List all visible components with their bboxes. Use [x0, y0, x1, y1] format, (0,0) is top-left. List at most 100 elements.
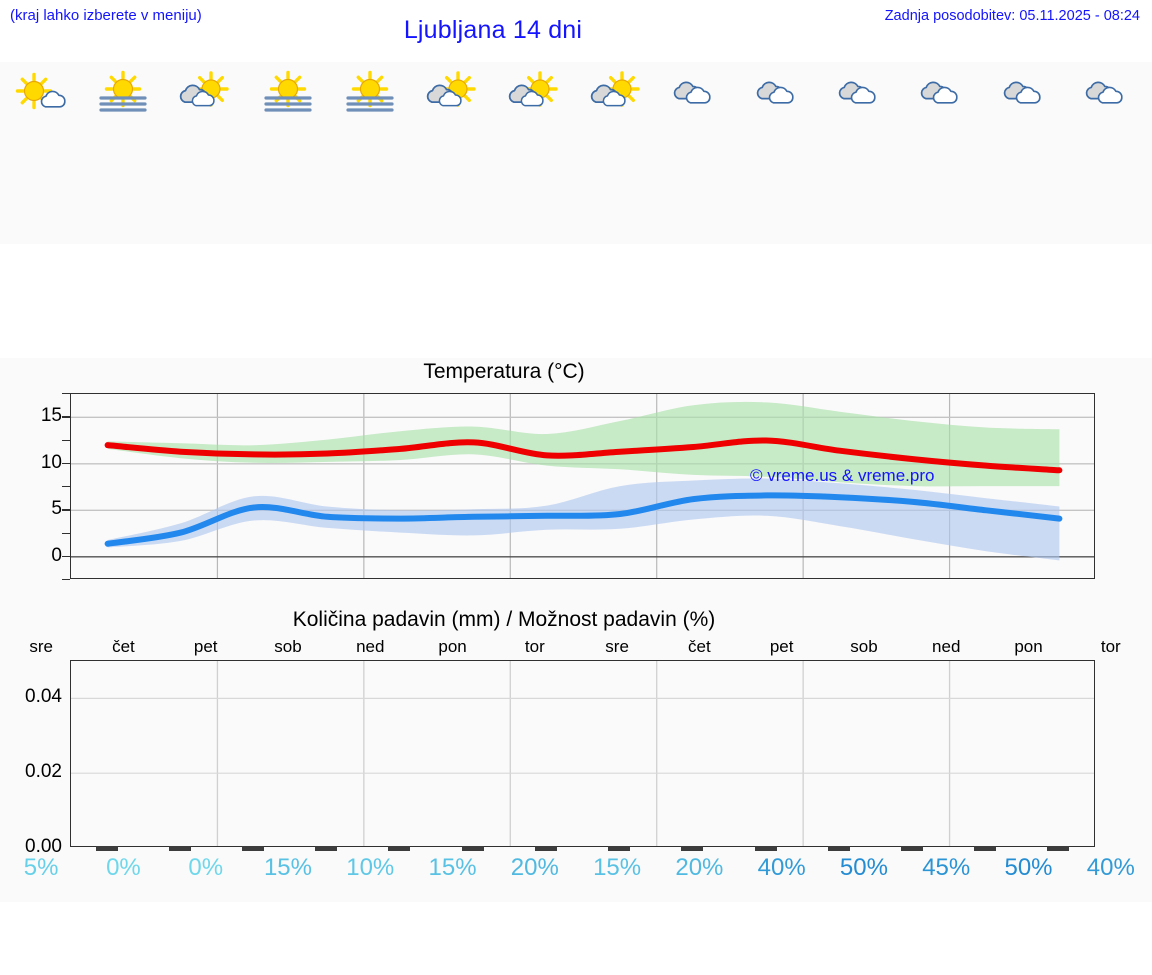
precipitation-day-label: sob: [274, 637, 302, 656]
forecast-day-column[interactable]: [82, 62, 164, 244]
precipitation-day-label: tor: [1100, 637, 1121, 656]
precipitation-axis-tick: [754, 846, 777, 851]
axis-tick-mark: [62, 462, 70, 465]
precipitation-day-label: pet: [193, 637, 218, 656]
sun-cloud-icon: [10, 70, 72, 120]
precipitation-probability: 45%: [922, 854, 971, 881]
sun-fog-icon: [339, 70, 401, 120]
temperature-y-tick-label: 0: [51, 544, 62, 566]
precipitation-probability: 50%: [1004, 854, 1053, 881]
precipitation-axis-tick: [388, 846, 411, 851]
precipitation-day-label: pet: [769, 637, 794, 656]
copyright-watermark: © vreme.us & vreme.pro: [750, 466, 935, 485]
precipitation-probability: 15%: [593, 854, 642, 881]
cloud-sun-icon: [175, 70, 237, 120]
precipitation-axis-tick: [242, 846, 265, 851]
axis-tick-mark: [62, 555, 70, 558]
precipitation-probability: 15%: [428, 854, 477, 881]
cloudy-icon: [751, 70, 813, 120]
forecast-day-column[interactable]: [0, 62, 82, 244]
precipitation-axis-tick: [608, 846, 631, 851]
precipitation-axis-tick: [534, 846, 557, 851]
precipitation-chart-title: Količina padavin (mm) / Možnost padavin …: [292, 608, 716, 631]
axis-tick-mark: [62, 532, 70, 534]
page-header: (kraj lahko izberete v meniju) Ljubljana…: [0, 0, 1152, 62]
precipitation-y-tick-label: 0.00: [25, 836, 62, 857]
precipitation-axis-tick: [461, 846, 484, 851]
temperature-y-tick-label: 15: [40, 405, 62, 427]
sun-fog-icon: [257, 70, 319, 120]
forecast-day-column[interactable]: [905, 62, 987, 244]
forecast-day-column[interactable]: [576, 62, 658, 244]
precipitation-probability: 40%: [757, 854, 806, 881]
precipitation-axis-tick: [681, 846, 704, 851]
axis-tick-mark: [62, 416, 70, 418]
precipitation-day-label: čet: [688, 637, 711, 656]
cloudy-icon: [668, 70, 730, 120]
precipitation-axis-tick: [827, 846, 850, 851]
precipitation-day-label: sre: [605, 637, 629, 656]
precipitation-day-label: sob: [850, 637, 878, 656]
precipitation-day-label: pon: [1014, 637, 1043, 656]
forecast-day-column[interactable]: [823, 62, 905, 244]
axis-tick-mark: [62, 579, 70, 581]
precipitation-y-tick-label: 0.02: [25, 761, 62, 783]
precipitation-day-labels: sre čet pet sob ned pon tor sre čet pet sob ned pon t…: [0, 637, 1152, 657]
precipitation-day-label: sre: [29, 637, 53, 656]
section-spacer: [0, 244, 1152, 358]
cloud-sun-icon: [586, 70, 648, 120]
page-title: Ljubljana 14 dni: [403, 16, 583, 44]
axis-tick-mark: [62, 509, 70, 511]
precipitation-axis-tick: [974, 846, 997, 851]
precipitation-probability: 0%: [106, 854, 141, 881]
precipitation-probability: 15%: [263, 854, 312, 881]
cloudy-icon: [998, 70, 1060, 120]
precipitation-axis-tick: [95, 846, 118, 851]
axis-tick-mark: [62, 439, 70, 441]
precipitation-axis-tick: [315, 846, 338, 851]
cloudy-icon: [915, 70, 977, 120]
temperature-chart-panel: Temperatura (°C) 0 5 10 15: [0, 358, 1152, 602]
forecast-day-strip: [0, 62, 1152, 244]
precipitation-probability: 10%: [346, 854, 395, 881]
precipitation-day-label: čet: [112, 637, 135, 656]
forecast-day-column[interactable]: [247, 62, 329, 244]
location-hint: (kraj lahko izberete v meniju): [10, 7, 202, 24]
precipitation-y-tick-label: 0.04: [25, 686, 62, 708]
forecast-day-column[interactable]: [165, 62, 247, 244]
precipitation-probability: 20%: [510, 854, 559, 881]
precipitation-day-label: ned: [356, 637, 385, 656]
forecast-day-column[interactable]: [494, 62, 576, 244]
temperature-y-tick-label: 5: [51, 498, 62, 520]
temperature-chart-title: Temperatura (°C): [423, 360, 585, 383]
cloud-sun-icon: [504, 70, 566, 120]
precipitation-probability: 40%: [1086, 854, 1135, 881]
forecast-day-column[interactable]: [411, 62, 493, 244]
precipitation-plot-area: [70, 660, 1095, 847]
cloud-sun-icon: [422, 70, 484, 120]
precipitation-probability: 0%: [188, 854, 224, 881]
cloudy-icon: [833, 70, 895, 120]
last-update-text: Zadnja posodobitev: 05.11.2025 - 08:24: [884, 8, 1140, 24]
forecast-day-column[interactable]: [658, 62, 740, 244]
sun-fog-icon: [92, 70, 154, 120]
axis-tick-mark: [62, 486, 70, 488]
forecast-day-column[interactable]: [1070, 62, 1152, 244]
precipitation-axis-tick: [168, 846, 191, 851]
precipitation-chart-panel: Količina padavin (mm) / Možnost padavin …: [0, 602, 1152, 902]
temperature-plot-area: [70, 393, 1095, 579]
precipitation-probability: 5%: [23, 854, 59, 881]
cloudy-icon: [1080, 70, 1142, 120]
precipitation-day-label: pon: [438, 637, 467, 656]
precipitation-axis-tick: [900, 846, 923, 851]
axis-tick-mark: [62, 393, 70, 395]
precipitation-probability: 50%: [839, 854, 888, 881]
precipitation-probability-row: 5% 0% 0% 15% 10% 15% 20% 15% 20% 40% 50% 45% 50% 40%: [0, 854, 1152, 882]
forecast-day-column[interactable]: [987, 62, 1069, 244]
forecast-day-column[interactable]: [329, 62, 411, 244]
forecast-day-column[interactable]: [741, 62, 823, 244]
precipitation-probability: 20%: [675, 854, 724, 881]
precipitation-day-label: ned: [932, 637, 961, 656]
temperature-y-tick-label: 10: [40, 451, 62, 473]
precipitation-day-label: tor: [524, 637, 545, 656]
